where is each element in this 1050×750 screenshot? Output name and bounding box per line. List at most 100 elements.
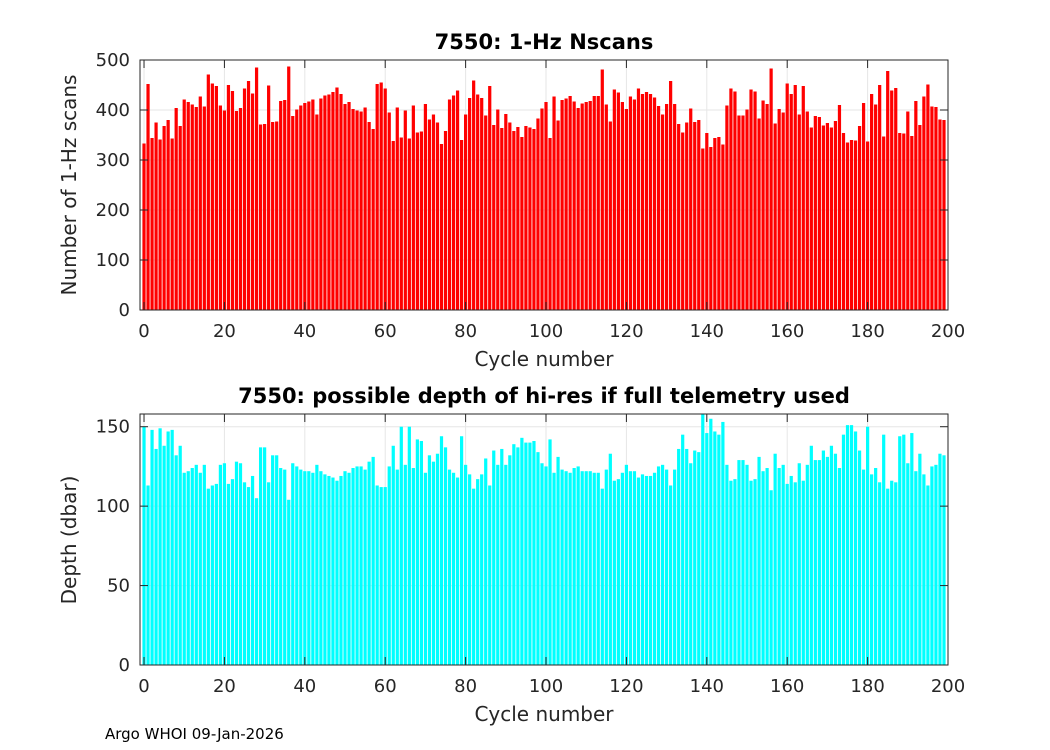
bar <box>142 426 146 665</box>
bar <box>733 91 737 310</box>
bar <box>600 69 604 310</box>
x-tick-label: 60 <box>374 321 397 342</box>
bar <box>902 434 906 665</box>
x-tick-label: 160 <box>770 676 804 697</box>
bar <box>459 140 464 310</box>
bar <box>206 74 210 310</box>
bar <box>882 434 886 665</box>
bar <box>813 460 817 665</box>
bar <box>210 83 214 310</box>
bar <box>829 445 834 665</box>
bar <box>584 102 588 310</box>
bar <box>729 88 733 310</box>
bar <box>275 455 279 665</box>
bar <box>508 122 512 310</box>
bar <box>468 98 472 310</box>
bar <box>801 86 805 310</box>
bar <box>853 140 858 310</box>
bar <box>624 464 629 665</box>
bar <box>202 464 206 665</box>
bar <box>343 104 347 310</box>
bar <box>669 81 673 310</box>
bar <box>640 474 645 665</box>
bar <box>789 94 793 310</box>
bar <box>785 83 789 310</box>
bar <box>882 136 886 310</box>
bar <box>307 471 311 665</box>
bar <box>158 139 162 310</box>
bar <box>459 436 464 665</box>
bar <box>504 464 508 665</box>
x-tick-label: 80 <box>454 676 477 697</box>
bar <box>287 66 291 310</box>
bar <box>902 133 906 310</box>
bar <box>652 97 657 310</box>
bar <box>536 452 540 665</box>
bar <box>162 445 166 665</box>
bar <box>411 105 415 310</box>
bar <box>926 485 930 665</box>
bar <box>379 82 383 310</box>
bar <box>620 102 624 310</box>
bar <box>757 456 761 665</box>
y-tick-label: 100 <box>96 250 130 271</box>
bar <box>391 445 395 665</box>
bar <box>411 468 415 665</box>
bar <box>713 138 717 310</box>
bar <box>628 471 633 665</box>
bar <box>612 480 616 665</box>
bar <box>351 109 355 310</box>
bar <box>279 101 283 310</box>
y-tick-label: 50 <box>107 576 130 597</box>
bar <box>198 472 202 665</box>
bar <box>648 475 653 665</box>
bar <box>263 447 267 665</box>
bar <box>190 104 194 310</box>
bar <box>443 131 448 310</box>
bar <box>391 141 395 310</box>
bar <box>745 464 749 665</box>
bar <box>363 107 367 310</box>
bar <box>299 105 303 310</box>
x-tick-label: 20 <box>213 676 236 697</box>
bar <box>890 90 894 310</box>
bar <box>865 141 870 310</box>
bar <box>158 428 162 665</box>
bar <box>484 115 488 310</box>
x-tick-label: 120 <box>609 676 643 697</box>
x-tick-label: 100 <box>529 321 563 342</box>
bar <box>387 466 391 665</box>
x-tick-label: 0 <box>138 321 149 342</box>
bar <box>166 431 170 665</box>
bar <box>146 485 150 665</box>
bar <box>874 104 878 310</box>
bar <box>403 110 407 310</box>
top-axes-box <box>139 59 949 311</box>
bar <box>283 100 287 310</box>
bar <box>837 105 842 310</box>
bar <box>640 94 645 310</box>
bar <box>415 439 419 665</box>
bar <box>797 463 801 665</box>
bar <box>833 453 838 665</box>
bar <box>817 460 821 665</box>
bottom-y-axis-label: Depth (dbar) <box>57 476 81 605</box>
bar <box>435 453 440 665</box>
bar <box>496 109 500 310</box>
bar <box>319 98 323 310</box>
bar <box>934 107 938 310</box>
bar <box>576 466 580 665</box>
bar <box>652 472 657 665</box>
bar <box>419 441 424 665</box>
bar <box>878 482 882 665</box>
bar <box>464 114 468 310</box>
bar <box>580 103 584 310</box>
bar <box>588 471 592 665</box>
bar <box>512 444 516 665</box>
bar <box>568 472 572 665</box>
bar <box>717 137 721 310</box>
bar <box>472 488 476 665</box>
bar <box>918 125 922 310</box>
bar <box>178 126 182 310</box>
bar <box>295 466 299 665</box>
